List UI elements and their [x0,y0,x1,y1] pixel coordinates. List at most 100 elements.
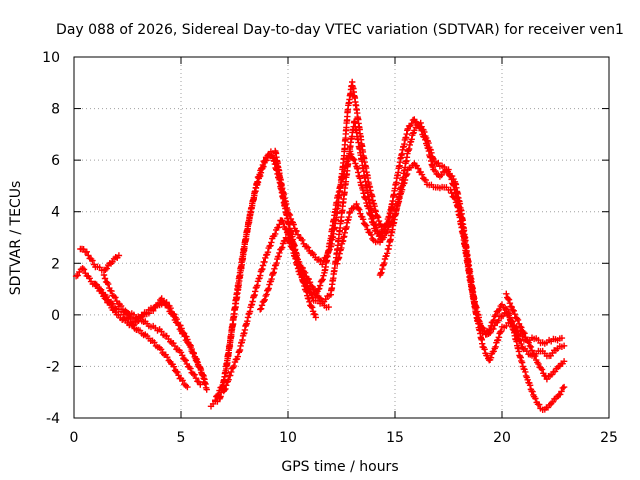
data-point [312,314,319,321]
data-point [490,348,497,355]
data-point [250,292,258,300]
data-point [112,294,119,301]
data-point [558,388,565,395]
data-point [89,257,96,264]
data-point [170,363,178,370]
data-point [557,391,564,398]
data-point [347,151,355,158]
data-point [276,249,283,257]
data-point [187,365,194,372]
data-point [190,350,197,357]
data-point [492,311,499,319]
data-point [319,261,326,268]
x-tick-label: 25 [600,430,618,446]
data-point [422,176,429,184]
y-tick-label: -4 [46,411,60,427]
data-point [265,285,272,292]
data-point [363,222,370,229]
data-point [521,330,528,337]
data-point [560,358,568,365]
data-point [560,383,568,391]
data-point [474,316,482,323]
data-point [367,211,374,219]
y-tick-label: 6 [51,153,60,169]
data-point [290,221,297,228]
data-point [445,166,452,173]
data-point [408,120,415,128]
x-tick-label: 0 [70,430,79,446]
data-point [80,266,88,273]
data-point [215,391,222,398]
axis-ticks [73,56,610,419]
data-point [192,357,200,364]
data-point [361,221,369,228]
data-point [374,213,381,220]
data-point [356,206,363,213]
data-point [375,217,383,225]
grid-lines [74,57,609,418]
data-point [260,298,267,305]
data-point [151,339,158,346]
data-point [93,281,100,288]
data-point [212,397,219,404]
data-point [448,176,455,183]
data-point [272,230,279,238]
data-point [364,226,371,233]
data-point [374,214,382,221]
data-point [279,244,286,251]
data-point [475,317,482,324]
data-point [230,362,238,370]
data-point [305,275,312,283]
data-point [380,234,388,241]
data-point [309,249,316,257]
data-point [284,230,292,238]
data-point [528,347,536,354]
data-point [228,368,235,376]
data-point [298,273,306,281]
data-point [492,343,499,350]
chart-title: Day 088 of 2026, Sidereal Day-to-day VTE… [56,22,624,38]
data-point [505,296,513,303]
data-point [164,354,171,361]
data-point [117,302,125,310]
data-point [316,285,323,292]
data-point [261,258,268,266]
data-point [200,372,207,380]
data-point [509,306,516,314]
series-track-8 [220,118,397,395]
data-point [181,333,188,340]
data-point [201,376,208,383]
data-point [187,344,194,351]
data-point [135,317,142,324]
y-axis-label: SDTVAR / TECUs [8,181,24,296]
data-point [261,296,268,303]
data-point [527,343,535,351]
data-point [514,316,522,324]
data-point [85,252,92,259]
data-point [378,269,385,276]
series-track-3 [92,280,191,391]
data-point [526,342,533,350]
data-point [305,286,313,293]
data-point [264,249,272,256]
data-point [522,334,529,341]
data-point [346,148,354,155]
y-tick-label: 10 [42,50,60,66]
data-point [478,326,486,333]
series-track-5 [120,299,208,383]
data-point [197,366,205,374]
data-point [192,375,200,382]
data-point [101,275,109,282]
x-tick-label: 15 [386,430,404,446]
data-point [285,210,293,218]
data-point [177,349,185,356]
series-track-12 [376,119,568,413]
data-point [486,326,493,334]
data-point [450,182,458,189]
data-point [283,226,290,233]
data-point [511,311,518,318]
x-tick-label: 5 [177,430,186,446]
data-point [86,275,93,282]
data-point [182,357,189,364]
